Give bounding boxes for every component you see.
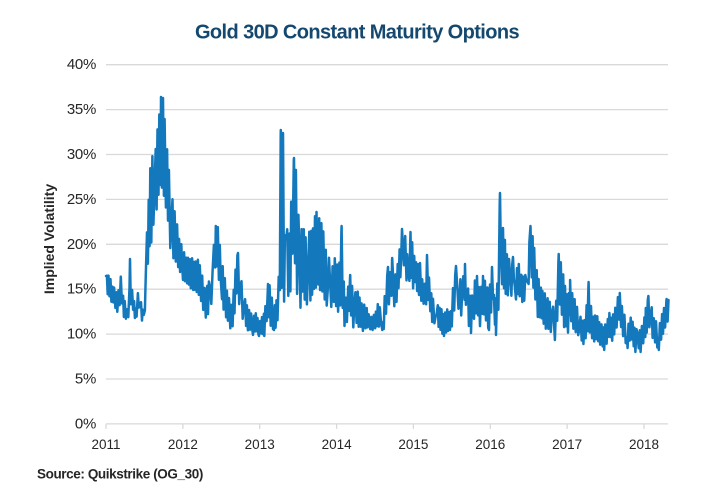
svg-text:5%: 5%	[75, 371, 96, 388]
svg-text:2017: 2017	[552, 437, 582, 452]
svg-text:2012: 2012	[168, 437, 198, 452]
svg-text:Source: Quikstrike (OG_30): Source: Quikstrike (OG_30)	[37, 466, 203, 481]
svg-text:2013: 2013	[245, 437, 275, 452]
svg-text:Implied Volatility: Implied Volatility	[41, 184, 57, 294]
svg-text:30%: 30%	[67, 146, 96, 163]
svg-text:2014: 2014	[322, 437, 353, 452]
svg-text:40%: 40%	[67, 56, 96, 73]
svg-text:25%: 25%	[67, 191, 96, 208]
svg-text:2015: 2015	[398, 437, 428, 452]
svg-text:2018: 2018	[629, 437, 659, 452]
svg-text:Gold 30D Constant Maturity Opt: Gold 30D Constant Maturity Options	[195, 22, 520, 44]
svg-text:0%: 0%	[75, 415, 96, 432]
svg-text:15%: 15%	[67, 281, 96, 298]
svg-text:35%: 35%	[67, 101, 96, 118]
svg-text:10%: 10%	[67, 326, 96, 343]
svg-text:20%: 20%	[67, 236, 96, 253]
svg-text:2011: 2011	[91, 437, 120, 452]
svg-text:2016: 2016	[475, 437, 505, 452]
